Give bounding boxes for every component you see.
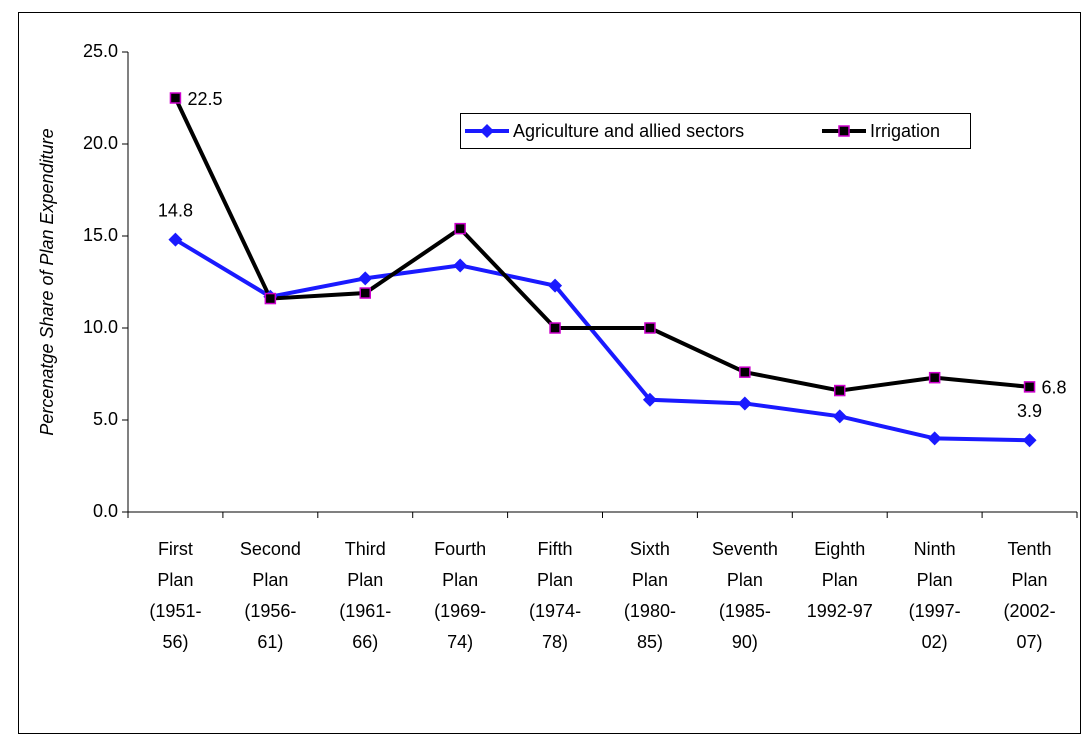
x-tick-label: (1961- [339, 601, 391, 621]
y-tick-label: 5.0 [93, 409, 118, 429]
x-tick-label: 74) [447, 632, 473, 652]
marker [644, 322, 656, 334]
x-tick-label: 78) [542, 632, 568, 652]
marker [642, 392, 657, 407]
marker [927, 431, 942, 446]
x-tick-label: Fifth [538, 539, 573, 559]
x-tick-label: (1980- [624, 601, 676, 621]
x-tick-label: (1951- [149, 601, 201, 621]
x-tick-label: Plan [917, 570, 953, 590]
x-tick-label: Fourth [434, 539, 486, 559]
marker [834, 384, 846, 397]
x-tick-label: Plan [822, 570, 858, 590]
marker [1022, 433, 1037, 448]
data-label: 22.5 [187, 89, 222, 109]
x-tick-label: Plan [1012, 570, 1048, 590]
x-tick-label: Third [345, 539, 386, 559]
x-tick-label: Plan [537, 570, 573, 590]
y-tick-label: 10.0 [83, 317, 118, 337]
x-tick-label: (1974- [529, 601, 581, 621]
x-tick-label: 66) [352, 632, 378, 652]
data-label: 6.8 [1042, 378, 1067, 398]
y-tick-label: 25.0 [83, 41, 118, 61]
x-tick-label: Second [240, 539, 301, 559]
legend-label: Irrigation [870, 121, 940, 141]
series-line [174, 237, 1030, 443]
x-tick-label: Plan [252, 570, 288, 590]
x-tick-label: Plan [347, 570, 383, 590]
marker [928, 371, 941, 384]
x-tick-label: 1992-97 [807, 601, 873, 621]
marker [453, 258, 468, 273]
x-tick-label: First [158, 539, 193, 559]
x-tick-label: 61) [257, 632, 283, 652]
x-tick-label: (1997- [909, 601, 961, 621]
x-tick-label: Tenth [1008, 539, 1052, 559]
x-tick-label: Plan [727, 570, 763, 590]
x-tick-label: (1956- [244, 601, 296, 621]
x-tick-label: (2002- [1004, 601, 1056, 621]
legend-label: Agriculture and allied sectors [513, 121, 744, 141]
data-label: 3.9 [1017, 401, 1042, 421]
series-line [173, 97, 1030, 393]
marker [832, 409, 847, 424]
marker [264, 292, 277, 305]
x-tick-label: Seventh [712, 539, 778, 559]
marker [737, 396, 752, 411]
data-label: 14.8 [158, 200, 193, 220]
x-tick-label: 90) [732, 632, 758, 652]
x-tick-label: Plan [157, 570, 193, 590]
marker [358, 271, 373, 286]
x-tick-label: (1985- [719, 601, 771, 621]
y-tick-label: 15.0 [83, 225, 118, 245]
marker [838, 125, 850, 137]
y-tick-label: 0.0 [93, 501, 118, 521]
marker [1023, 381, 1036, 393]
marker [549, 322, 561, 334]
marker [169, 92, 182, 104]
x-tick-label: 85) [637, 632, 663, 652]
x-tick-label: Plan [632, 570, 668, 590]
marker [168, 232, 183, 247]
marker [359, 287, 371, 299]
x-tick-label: Plan [442, 570, 478, 590]
x-tick-label: Sixth [630, 539, 670, 559]
legend-box [460, 113, 971, 149]
x-tick-label: 07) [1017, 632, 1043, 652]
x-tick-label: Eighth [814, 539, 865, 559]
y-tick-label: 20.0 [83, 133, 118, 153]
y-axis-label: Percenatge Share of Plan Expenditure [37, 128, 57, 435]
marker [454, 222, 466, 235]
marker [739, 366, 751, 378]
x-tick-label: Ninth [914, 539, 956, 559]
x-tick-label: 02) [922, 632, 948, 652]
marker [548, 278, 563, 293]
x-tick-label: 56) [162, 632, 188, 652]
marker [480, 124, 494, 138]
x-tick-label: (1969- [434, 601, 486, 621]
